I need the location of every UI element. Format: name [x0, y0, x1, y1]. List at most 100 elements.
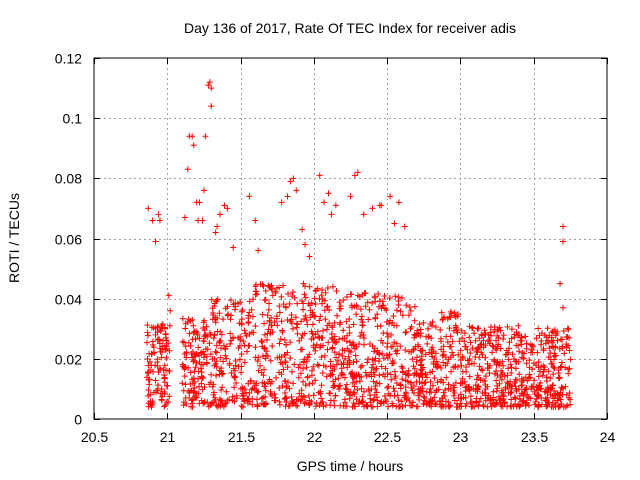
data-point — [261, 320, 268, 327]
data-point — [454, 313, 461, 320]
data-point — [422, 379, 429, 386]
data-point — [545, 368, 552, 375]
data-point — [264, 312, 271, 319]
data-point — [300, 300, 307, 307]
data-point — [543, 388, 550, 395]
data-point — [427, 385, 434, 392]
data-point — [500, 332, 507, 339]
data-point — [431, 394, 438, 401]
data-point — [261, 331, 268, 338]
data-point — [152, 362, 159, 369]
data-point — [557, 336, 564, 343]
data-point — [260, 394, 267, 401]
data-point — [194, 329, 201, 336]
data-point — [374, 349, 381, 356]
data-point — [306, 380, 313, 387]
axis-ticks: 20.5 21 21.5 22 22.5 23 23.5 24 0 0.02 0.04 0.06 0.0… — [55, 51, 616, 446]
data-point — [349, 369, 356, 376]
data-point — [418, 366, 425, 373]
data-point — [268, 322, 275, 329]
data-point — [163, 343, 170, 350]
data-point — [216, 371, 223, 378]
data-point — [182, 394, 189, 401]
data-point — [523, 340, 530, 347]
data-point — [402, 383, 409, 390]
data-point — [476, 398, 483, 405]
data-point — [438, 338, 445, 345]
data-point — [427, 369, 434, 376]
data-point — [158, 322, 165, 329]
data-point — [491, 358, 498, 365]
data-point — [321, 199, 328, 206]
data-point — [380, 371, 387, 378]
data-point — [252, 283, 259, 290]
data-point — [353, 311, 360, 318]
data-point — [200, 375, 207, 382]
data-point — [261, 345, 268, 352]
data-point — [536, 382, 543, 389]
data-point — [189, 316, 196, 323]
data-point — [425, 325, 432, 332]
data-point — [417, 385, 424, 392]
data-point — [162, 402, 169, 409]
data-point — [181, 351, 188, 358]
data-point — [462, 384, 469, 391]
data-point — [343, 338, 350, 345]
data-point — [557, 396, 564, 403]
data-point — [254, 402, 261, 409]
data-point — [152, 377, 159, 384]
data-point — [413, 403, 420, 410]
data-point — [419, 370, 426, 377]
data-point — [549, 343, 556, 350]
data-point — [443, 333, 450, 340]
data-point — [300, 378, 307, 385]
data-point — [159, 346, 166, 353]
data-point — [329, 283, 336, 290]
data-point — [411, 331, 418, 338]
data-point — [312, 377, 319, 384]
y-tick-label: 0.1 — [63, 111, 83, 127]
data-point — [303, 317, 310, 324]
data-point — [563, 344, 570, 351]
data-point — [328, 211, 335, 218]
x-tick-label: 22 — [307, 429, 323, 445]
data-point — [562, 364, 569, 371]
data-point — [384, 333, 391, 340]
data-point — [346, 339, 353, 346]
data-point — [565, 326, 572, 333]
data-point — [532, 398, 539, 405]
data-point — [496, 380, 503, 387]
data-point — [223, 355, 230, 362]
data-point — [325, 339, 332, 346]
data-point — [491, 328, 498, 335]
data-point — [359, 393, 366, 400]
data-point — [380, 330, 387, 337]
data-point — [152, 325, 159, 332]
data-point — [346, 329, 353, 336]
data-point — [516, 395, 523, 402]
data-point — [419, 347, 426, 354]
data-point — [286, 385, 293, 392]
data-point — [211, 389, 218, 396]
data-point — [212, 348, 219, 355]
data-point — [362, 303, 369, 310]
data-point — [447, 308, 454, 315]
data-point — [383, 318, 390, 325]
data-point — [417, 357, 424, 364]
data-point — [243, 332, 250, 339]
data-point — [351, 172, 358, 179]
data-point — [262, 352, 269, 359]
data-point — [512, 376, 519, 383]
data-point — [391, 368, 398, 375]
data-point — [508, 370, 515, 377]
data-point — [295, 374, 302, 381]
data-point — [449, 338, 456, 345]
data-point — [546, 386, 553, 393]
data-point — [229, 393, 236, 400]
data-point — [480, 401, 487, 408]
data-point — [213, 372, 220, 379]
data-point — [337, 402, 344, 409]
data-point — [310, 344, 317, 351]
data-point — [212, 360, 219, 367]
data-point — [246, 309, 253, 316]
